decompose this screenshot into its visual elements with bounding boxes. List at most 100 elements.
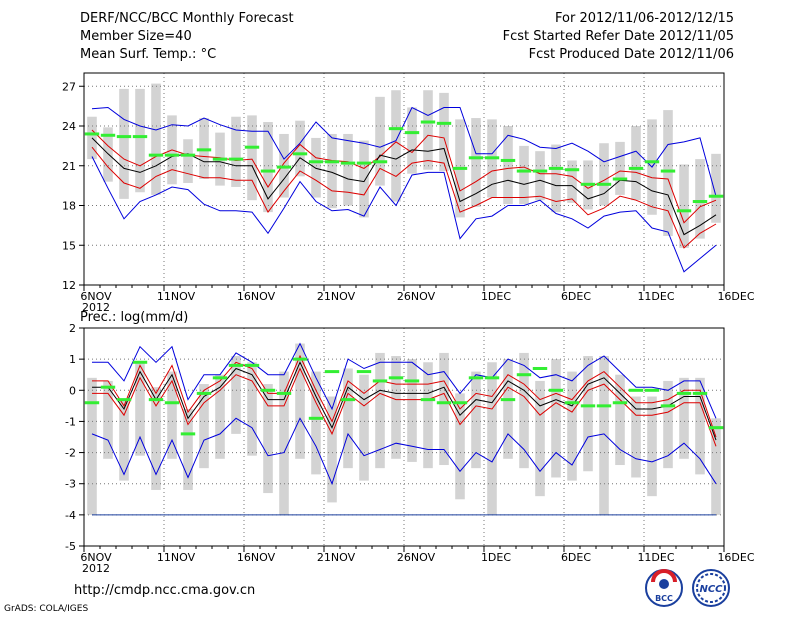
prec-climatology-marker bbox=[180, 432, 196, 436]
temp-member-box bbox=[631, 126, 641, 201]
temp-member-box bbox=[615, 141, 625, 195]
prec-member-box bbox=[503, 359, 513, 459]
temp-series-mean-line bbox=[91, 137, 717, 236]
prec-xtick-label: 16DEC bbox=[717, 551, 754, 564]
prec-climatology-marker bbox=[148, 398, 164, 402]
prec-climatology-marker bbox=[212, 376, 228, 380]
temp-climatology-marker bbox=[580, 182, 596, 186]
temp-member-box bbox=[295, 120, 305, 177]
prec-climatology-marker bbox=[84, 401, 100, 405]
prec-ytick-label: 1 bbox=[69, 353, 76, 366]
prec-climatology-marker bbox=[516, 373, 532, 377]
prec-member-box bbox=[279, 371, 289, 515]
prec-member-box bbox=[183, 408, 193, 490]
temp-climatology-marker bbox=[356, 161, 372, 165]
prec-member-box bbox=[423, 362, 433, 469]
temp-climatology-marker bbox=[644, 160, 660, 164]
prec-climatology-marker bbox=[436, 401, 452, 405]
temp-member-box bbox=[567, 160, 577, 203]
temp-climatology-marker bbox=[436, 121, 452, 125]
temp-series-lower-line bbox=[91, 146, 717, 249]
temp-climatology-marker bbox=[340, 161, 356, 165]
prec-member-box bbox=[631, 396, 641, 478]
ncc-logo: NCC bbox=[692, 569, 730, 607]
prec-member-box bbox=[327, 396, 337, 503]
temp-climatology-marker bbox=[372, 160, 388, 164]
prec-member-box bbox=[663, 380, 673, 469]
prec-ytick-label: -3 bbox=[65, 478, 76, 491]
temp-climatology-marker bbox=[276, 165, 292, 169]
prec-member-box bbox=[487, 362, 497, 515]
temp-climatology-marker bbox=[708, 194, 724, 198]
prec-climatology-marker bbox=[612, 401, 628, 405]
bcc-logo: BCC bbox=[645, 569, 683, 607]
prec-member-box bbox=[263, 384, 273, 494]
prec-member-box bbox=[471, 371, 481, 469]
prec-member-box bbox=[535, 380, 545, 497]
temp-climatology-marker bbox=[196, 148, 212, 152]
temp-member-box bbox=[599, 143, 609, 206]
prec-member-box bbox=[711, 418, 721, 515]
prec-climatology-marker bbox=[548, 388, 564, 392]
temp-climatology-marker bbox=[292, 152, 308, 156]
temp-member-box bbox=[103, 127, 113, 182]
prec-panel-title: Prec.: log(mm/d) bbox=[80, 310, 188, 325]
temp-climatology-marker bbox=[388, 127, 404, 131]
temp-climatology-marker bbox=[468, 156, 484, 160]
prec-member-box bbox=[599, 356, 609, 515]
prec-climatology-marker bbox=[324, 370, 340, 374]
prec-climatology-marker bbox=[596, 404, 612, 408]
prec-member-box bbox=[103, 380, 113, 459]
prec-member-box bbox=[199, 384, 209, 469]
prec-climatology-marker bbox=[468, 376, 484, 380]
prec-series-min-line bbox=[91, 417, 717, 486]
temp-climatology-marker bbox=[212, 157, 228, 161]
prec-member-box bbox=[615, 374, 625, 466]
temp-member-box bbox=[503, 126, 513, 205]
temp-panel: 12 15 18 21 24 27 6NOV 11NOV 16NOV 21NOV 26NOV 1DEC… bbox=[62, 72, 755, 314]
prec-climatology-marker bbox=[676, 391, 692, 395]
prec-member-box bbox=[87, 377, 97, 515]
prec-climatology-marker bbox=[660, 404, 676, 408]
prec-member-box bbox=[519, 352, 529, 469]
prec-member-box bbox=[695, 377, 705, 475]
prec-climatology-marker bbox=[420, 398, 436, 402]
prec-climatology-marker bbox=[100, 385, 116, 389]
prec-climatology-marker bbox=[484, 376, 500, 380]
temp-ytick-label: 15 bbox=[62, 239, 76, 252]
temp-member-box bbox=[423, 90, 433, 170]
temp-climatology-marker bbox=[660, 169, 676, 173]
temp-ytick-label: 27 bbox=[62, 80, 76, 93]
source-url: http://cmdp.ncc.cma.gov.cn bbox=[74, 583, 256, 598]
prec-member-box bbox=[455, 393, 465, 500]
temp-xtick-label: 26NOV bbox=[397, 290, 436, 303]
temp-climatology-marker bbox=[100, 133, 116, 137]
temp-member-box bbox=[439, 92, 449, 172]
temp-series-max-line bbox=[91, 106, 717, 197]
temp-ytick-label: 12 bbox=[62, 279, 76, 292]
temp-member-box bbox=[231, 116, 241, 187]
prec-member-box bbox=[375, 352, 385, 469]
temp-xtick-label: 6NOV bbox=[80, 290, 112, 303]
temp-member-box bbox=[679, 164, 689, 248]
temp-series-min-line bbox=[91, 156, 717, 273]
temp-xtick-label: 16NOV bbox=[237, 290, 276, 303]
temp-ytick-label: 21 bbox=[62, 160, 76, 173]
prec-member-box bbox=[391, 356, 401, 459]
prec-series-upper-line bbox=[92, 354, 717, 438]
prec-xtick-label: 21NOV bbox=[317, 551, 356, 564]
temp-climatology-marker bbox=[676, 209, 692, 213]
temp-climatology-marker bbox=[324, 160, 340, 164]
prec-year-label: 2012 bbox=[82, 562, 110, 575]
software-credit: GrADS: COLA/IGES bbox=[4, 604, 89, 614]
prec-series-mean-line bbox=[92, 361, 717, 441]
prec-climatology-marker bbox=[356, 370, 372, 374]
prec-member-box bbox=[295, 343, 305, 459]
prec-member-box bbox=[135, 362, 145, 456]
temp-climatology-marker bbox=[228, 157, 244, 161]
temp-climatology-marker bbox=[564, 168, 580, 172]
prec-climatology-marker bbox=[580, 404, 596, 408]
temp-series-upper-line bbox=[91, 129, 717, 224]
